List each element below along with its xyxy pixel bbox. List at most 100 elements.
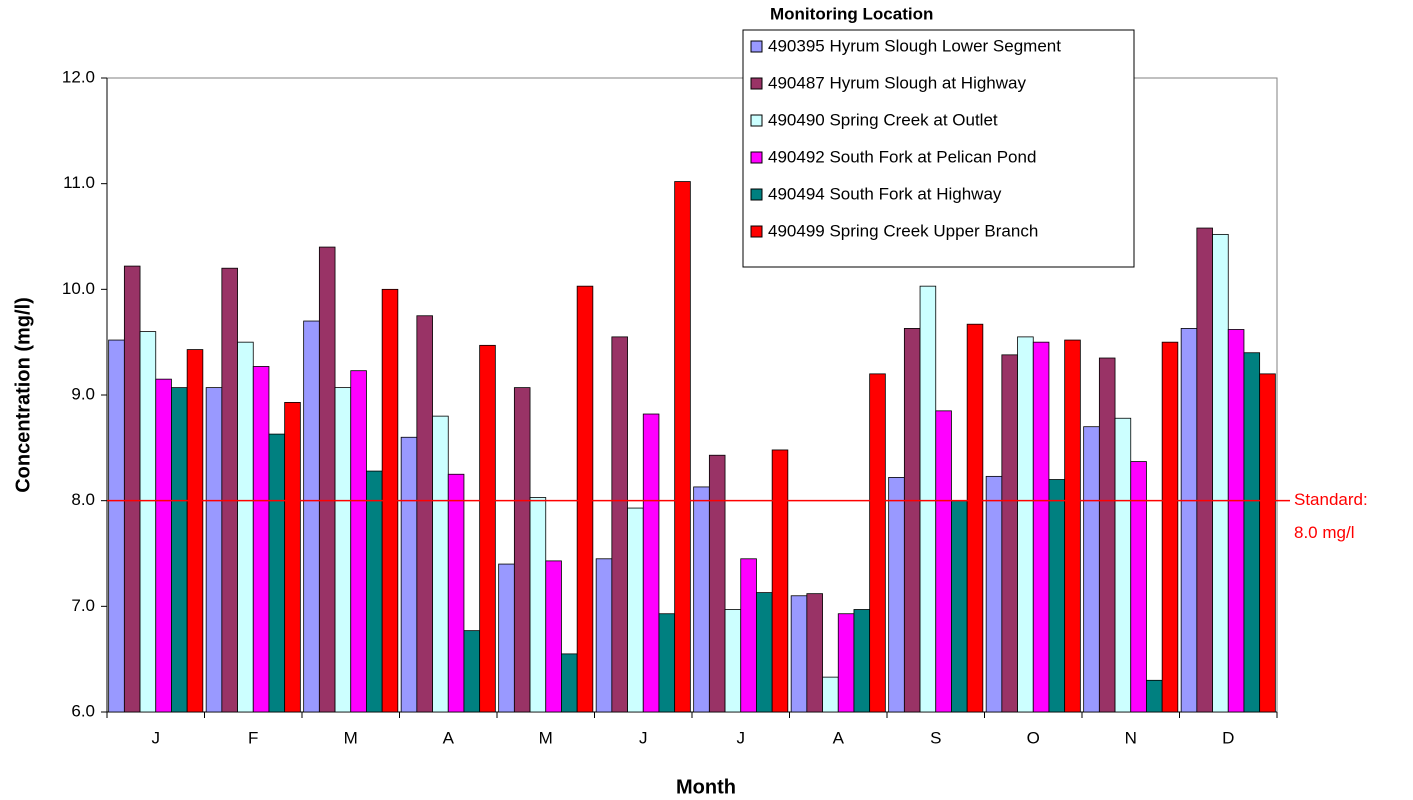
bar bbox=[966, 323, 984, 713]
bar bbox=[1017, 336, 1034, 713]
bar bbox=[627, 507, 644, 713]
bar bbox=[545, 560, 562, 713]
bar bbox=[1259, 373, 1276, 713]
bar bbox=[1227, 329, 1245, 713]
bar bbox=[790, 595, 808, 713]
x-tick-label: N bbox=[1125, 728, 1137, 747]
bar bbox=[561, 653, 578, 713]
bar bbox=[888, 477, 905, 713]
bar bbox=[463, 630, 481, 713]
bar bbox=[1180, 328, 1198, 713]
legend-label: 490494 South Fork at Highway bbox=[768, 184, 1002, 203]
x-tick-label: A bbox=[833, 728, 845, 747]
bar bbox=[576, 285, 594, 713]
legend-swatch bbox=[750, 225, 763, 238]
legend-swatch bbox=[750, 188, 763, 201]
bar bbox=[1048, 479, 1066, 713]
bar bbox=[771, 449, 789, 713]
x-tick-label: J bbox=[639, 728, 648, 747]
bar bbox=[123, 265, 141, 713]
y-tick-label: 12.0 bbox=[62, 67, 95, 86]
bar bbox=[186, 349, 204, 713]
bar bbox=[432, 415, 449, 713]
bar bbox=[1032, 341, 1050, 713]
x-axis-label: Month bbox=[676, 776, 736, 798]
bar bbox=[205, 387, 223, 713]
legend-swatch bbox=[750, 114, 763, 127]
bar bbox=[171, 387, 188, 713]
bar bbox=[853, 609, 871, 713]
x-tick-label: O bbox=[1027, 728, 1040, 747]
x-tick-label: J bbox=[737, 728, 746, 747]
bar bbox=[284, 401, 301, 713]
bar bbox=[268, 433, 286, 713]
bar bbox=[366, 470, 383, 713]
bar bbox=[658, 613, 676, 713]
bar bbox=[108, 339, 125, 713]
legend-label: 490395 Hyrum Slough Lower Segment bbox=[768, 36, 1061, 55]
bar bbox=[498, 563, 515, 713]
legend-label: 490490 Spring Creek at Outlet bbox=[768, 110, 998, 129]
legend-swatch bbox=[750, 77, 763, 90]
bar bbox=[1064, 339, 1081, 713]
bar bbox=[642, 413, 660, 713]
bar bbox=[529, 497, 547, 713]
legend-title: Monitoring Location bbox=[770, 4, 933, 23]
bar bbox=[595, 558, 613, 713]
bar bbox=[350, 370, 367, 713]
bar bbox=[1196, 227, 1213, 713]
bar bbox=[416, 315, 433, 713]
bar bbox=[513, 387, 531, 713]
bar bbox=[155, 378, 172, 713]
x-tick-label: S bbox=[930, 728, 941, 747]
bar bbox=[674, 181, 691, 713]
bar bbox=[740, 558, 757, 713]
bar bbox=[935, 410, 952, 713]
y-tick-label: 10.0 bbox=[62, 279, 95, 298]
bar bbox=[724, 609, 742, 713]
x-tick-label: M bbox=[344, 728, 358, 747]
bar bbox=[1083, 426, 1100, 713]
bar bbox=[1243, 352, 1261, 713]
legend-label: 490499 Spring Creek Upper Branch bbox=[768, 221, 1038, 240]
bar bbox=[1001, 354, 1018, 713]
y-axis-label: Concentration (mg/l) bbox=[12, 297, 34, 493]
y-tick-label: 11.0 bbox=[63, 173, 95, 192]
x-tick-label: M bbox=[539, 728, 553, 747]
bar bbox=[252, 366, 270, 713]
bar bbox=[919, 285, 937, 713]
y-tick-label: 7.0 bbox=[71, 596, 95, 615]
bar bbox=[1114, 417, 1132, 713]
bar bbox=[447, 473, 465, 713]
bar bbox=[479, 344, 496, 713]
bar bbox=[985, 475, 1003, 713]
x-tick-label: J bbox=[152, 728, 161, 747]
bar bbox=[1130, 461, 1147, 713]
bar bbox=[756, 592, 773, 713]
bar bbox=[334, 387, 352, 713]
bar bbox=[903, 328, 921, 713]
bar bbox=[400, 436, 418, 713]
bar bbox=[1212, 233, 1229, 713]
x-tick-label: D bbox=[1222, 728, 1234, 747]
bar bbox=[611, 336, 628, 713]
legend-label: 490492 South Fork at Pelican Pond bbox=[768, 147, 1036, 166]
bar bbox=[221, 267, 238, 713]
bar bbox=[1161, 341, 1179, 713]
bar bbox=[822, 676, 839, 713]
bar bbox=[318, 246, 336, 713]
bar bbox=[237, 341, 254, 713]
y-tick-label: 8.0 bbox=[71, 490, 95, 509]
reference-label: 8.0 mg/l bbox=[1294, 523, 1354, 542]
bar bbox=[951, 500, 968, 713]
bar bbox=[303, 320, 320, 713]
bar bbox=[806, 593, 823, 713]
bar bbox=[1098, 357, 1116, 713]
bar bbox=[708, 454, 726, 713]
reference-label: Standard: bbox=[1294, 490, 1368, 509]
legend-swatch bbox=[750, 151, 763, 164]
y-tick-label: 6.0 bbox=[71, 701, 95, 720]
x-tick-label: F bbox=[248, 728, 258, 747]
bar bbox=[139, 331, 157, 713]
